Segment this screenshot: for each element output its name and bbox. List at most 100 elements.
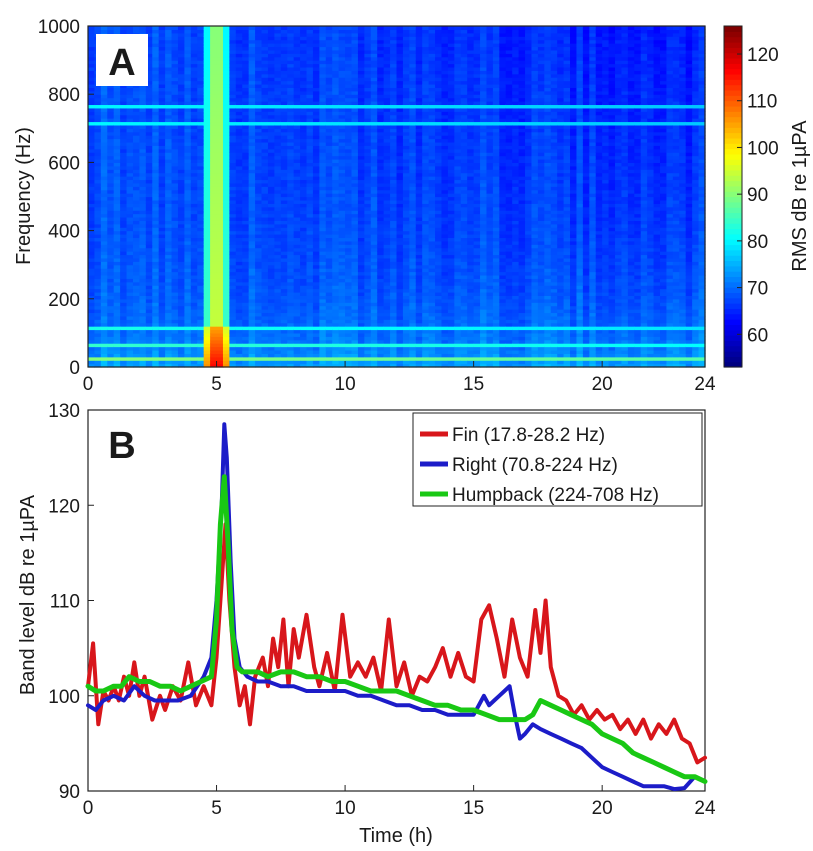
heatmap-cell [139, 182, 147, 187]
heatmap-cell [165, 353, 173, 358]
heatmap-cell [88, 80, 96, 85]
heatmap-cell [210, 216, 218, 221]
heatmap-cell [267, 121, 275, 126]
heatmap-cell [126, 101, 134, 106]
heatmap-cell [197, 70, 205, 75]
heatmap-cell [255, 268, 263, 273]
heatmap-cell [177, 128, 186, 133]
heatmap-cell [390, 261, 398, 266]
heatmap-cell [312, 281, 320, 286]
heatmap-cell [364, 80, 372, 85]
heatmap-cell [338, 83, 346, 88]
heatmap-cell [203, 77, 211, 82]
heatmap-cell [287, 114, 295, 119]
heatmap-cell [177, 49, 186, 54]
heatmap-cell [107, 305, 115, 310]
heatmap-cell [235, 251, 243, 256]
heatmap-cell [306, 298, 314, 303]
heatmap-cell [235, 104, 243, 109]
heatmap-cell [210, 152, 218, 157]
heatmap-cell [145, 339, 153, 344]
heatmap-cell [267, 295, 275, 300]
heatmap-cell [203, 83, 211, 88]
heatmap-cell [222, 158, 230, 163]
heatmap-cell [94, 353, 102, 358]
heatmap-cell [171, 87, 179, 92]
heatmap-cell [345, 295, 353, 300]
heatmap-cell [197, 97, 205, 102]
heatmap-cell [377, 346, 385, 351]
heatmap-cell [132, 227, 141, 232]
heatmap-cell [197, 111, 205, 116]
heatmap-cell [377, 302, 385, 307]
heatmap-cell [222, 186, 230, 191]
heatmap-cell [100, 336, 108, 341]
heatmap-cell [152, 182, 160, 187]
heatmap-cell [345, 216, 353, 221]
heatmap-cell [351, 332, 359, 337]
heatmap-cell [351, 213, 359, 218]
heatmap-cell [107, 220, 115, 225]
heatmap-cell [312, 29, 320, 34]
heatmap-cell [222, 302, 230, 307]
heatmap-cell [402, 210, 410, 215]
heatmap-cell [261, 237, 269, 242]
heatmap-cell [203, 196, 211, 201]
heatmap-cell [139, 203, 147, 208]
heatmap-cell [229, 176, 237, 181]
heatmap-cell [364, 182, 372, 187]
heatmap-cell [370, 172, 378, 177]
heatmap-cell [312, 356, 320, 361]
heatmap-cell [357, 49, 365, 54]
heatmap-cell [171, 216, 179, 221]
heatmap-cell [306, 70, 314, 75]
heatmap-cell [383, 332, 391, 337]
heatmap-cell [203, 234, 211, 239]
heatmap-cell [120, 302, 128, 307]
heatmap-cell [293, 152, 301, 157]
heatmap-cell [139, 353, 147, 358]
heatmap-cell [203, 274, 211, 279]
heatmap-cell [293, 210, 301, 215]
heatmap-cell [171, 199, 179, 204]
heatmap-cell [280, 56, 288, 61]
heatmap-cell [306, 155, 314, 160]
heatmap-cell [396, 264, 404, 269]
heatmap-cell [357, 312, 365, 317]
heatmap-cell [139, 97, 147, 102]
heatmap-cell [300, 141, 308, 146]
heatmap-cell [229, 46, 237, 51]
heatmap-cell [235, 346, 243, 351]
heatmap-cell [113, 360, 121, 365]
heatmap-cell [351, 90, 359, 95]
heatmap-cell [357, 148, 365, 153]
heatmap-cell [261, 56, 269, 61]
heatmap-cell [396, 165, 404, 170]
heatmap-cell [255, 87, 263, 92]
heatmap-cell [165, 114, 173, 119]
heatmap-cell [332, 26, 340, 31]
heatmap-cell [274, 193, 282, 198]
heatmap-cell [357, 257, 365, 262]
heatmap-cell [390, 326, 398, 331]
heatmap-cell [396, 56, 404, 61]
heatmap-cell [370, 196, 378, 201]
heatmap-cell [300, 244, 308, 249]
heatmap-cell [300, 53, 308, 58]
heatmap-cell [177, 152, 186, 157]
heatmap-cell [345, 193, 353, 198]
heatmap-cell [325, 83, 333, 88]
heatmap-cell [351, 172, 359, 177]
heatmap-cell [267, 302, 275, 307]
heatmap-cell [332, 128, 340, 133]
heatmap-cell [171, 257, 179, 262]
heatmap-cell [287, 234, 295, 239]
heatmap-cell [261, 363, 269, 368]
heatmap-cell [171, 298, 179, 303]
heatmap-cell [139, 309, 147, 314]
heatmap-cell [396, 216, 404, 221]
heatmap-cell [357, 107, 365, 112]
heatmap-cell [325, 97, 333, 102]
heatmap-cell [306, 36, 314, 41]
heatmap-cell [345, 49, 353, 54]
